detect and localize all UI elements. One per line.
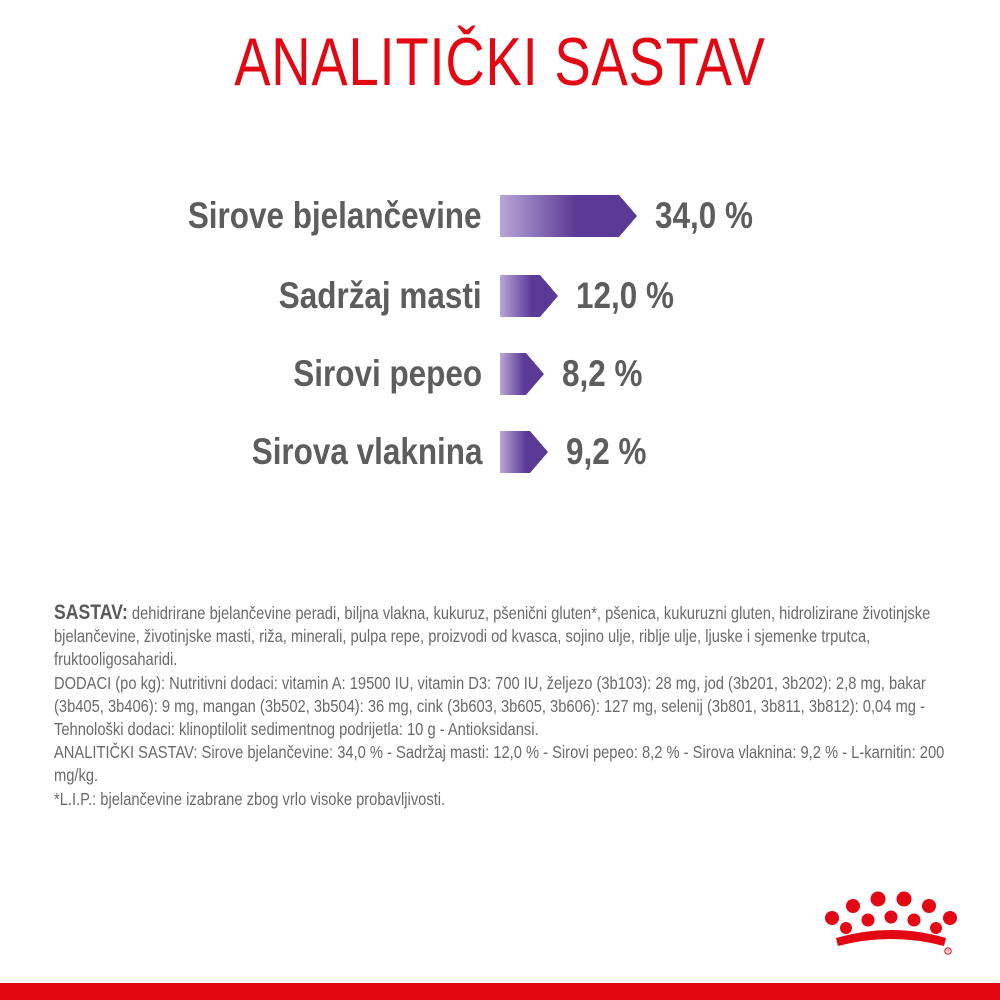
analysis-bar [500, 195, 637, 237]
page-title: ANALITIČKI SASTAV [234, 24, 766, 100]
analysis-bar-shape [500, 431, 548, 473]
footer-bar [0, 983, 1000, 1000]
ingredients-text: dehidrirane bjelančevine peradi, biljna … [54, 603, 931, 670]
analytical-text: ANALITIČKI SASTAV: Sirove bjelančevine: … [54, 742, 945, 786]
analysis-bar-shape [500, 275, 558, 317]
analysis-row: Sirove bjelančevine 34,0 % [0, 192, 1000, 240]
svg-text:R: R [946, 949, 950, 954]
analysis-value: 12,0 % [576, 275, 674, 316]
crown-logo-icon: R [825, 891, 957, 955]
analysis-label: Sirove bjelančevine [188, 195, 482, 236]
analysis-value: 8,2 % [562, 353, 643, 394]
footnote-text: *L.I.P.: bjelančevine izabrane zbog vrlo… [54, 788, 446, 809]
analysis-bar-shape [500, 195, 637, 237]
analysis-bar [500, 275, 558, 317]
analysis-label: Sirova vlaknina [251, 431, 482, 472]
additives-text: DODACI (po kg): Nutritivni dodaci: vitam… [54, 672, 926, 740]
analysis-row: Sirova vlaknina 9,2 % [0, 428, 1000, 476]
analysis-label: Sadržaj masti [279, 275, 482, 316]
analysis-row: Sadržaj masti 12,0 % [0, 272, 1000, 320]
analysis-bar-shape [500, 353, 544, 395]
analysis-value: 9,2 % [566, 431, 647, 472]
analysis-bar [500, 353, 544, 395]
composition-heading: SASTAV: [54, 601, 128, 624]
analysis-row: Sirovi pepeo 8,2 % [0, 350, 1000, 398]
ingredients-paragraph: SASTAV: dehidrirane bjelančevine peradi,… [54, 601, 944, 672]
analysis-label: Sirovi pepeo [293, 353, 482, 394]
analysis-bar [500, 431, 548, 473]
composition-block: SASTAV: dehidrirane bjelančevine peradi,… [54, 601, 944, 811]
analysis-value: 34,0 % [655, 195, 753, 236]
